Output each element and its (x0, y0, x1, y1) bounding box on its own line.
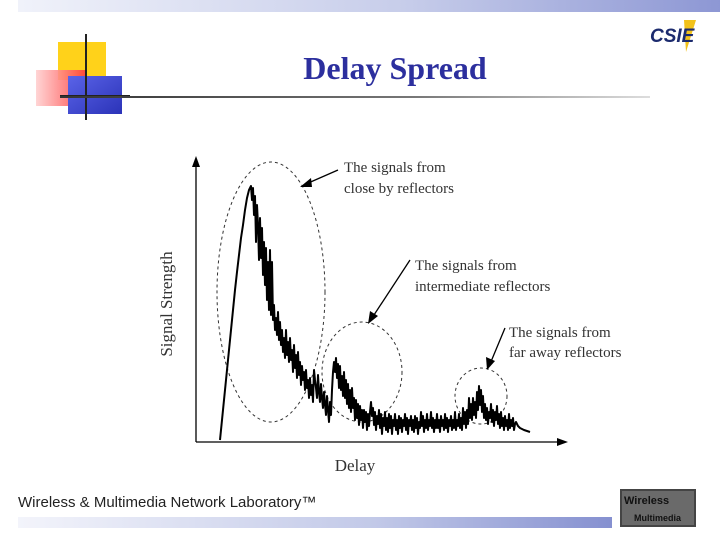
slide-title: Delay Spread (303, 50, 487, 86)
far-arrow (489, 327, 506, 365)
y-axis-label: Signal Strength (157, 251, 176, 357)
intermediate-reflectors-ellipse (321, 321, 403, 423)
lab-logo-line1: Wireless (624, 495, 669, 507)
lab-logo-icon: Wireless Multimedia (620, 489, 696, 527)
csie-logo-text: CSIE (650, 26, 696, 47)
annotation-intermediate-line2: intermediate reflectors (415, 279, 551, 295)
annotation-close-line2: close by reflectors (344, 181, 454, 197)
footer-lab-name: Wireless & Multimedia Network Laboratory… (18, 494, 317, 511)
csie-logo-icon: CSIE (650, 20, 696, 52)
annotation-intermediate-line1: The signals from (415, 258, 517, 274)
far-reflectors-ellipse (454, 367, 508, 425)
intermediate-arrow (371, 259, 411, 319)
lab-logo-line2: Multimedia (634, 513, 682, 523)
signal-trace (219, 185, 531, 441)
title-underline (60, 96, 650, 98)
bottom-decor-bar (18, 517, 612, 528)
x-axis-label: Delay (335, 456, 376, 475)
x-axis-arrow (557, 438, 568, 446)
annotation-far-line2: far away reflectors (509, 345, 622, 361)
annotation-far-line1: The signals from (509, 325, 611, 341)
annotation-close-line1: The signals from (344, 160, 446, 176)
y-axis-arrow (192, 156, 200, 167)
close-reflectors-ellipse (216, 161, 326, 423)
top-decor-bar (18, 0, 720, 12)
